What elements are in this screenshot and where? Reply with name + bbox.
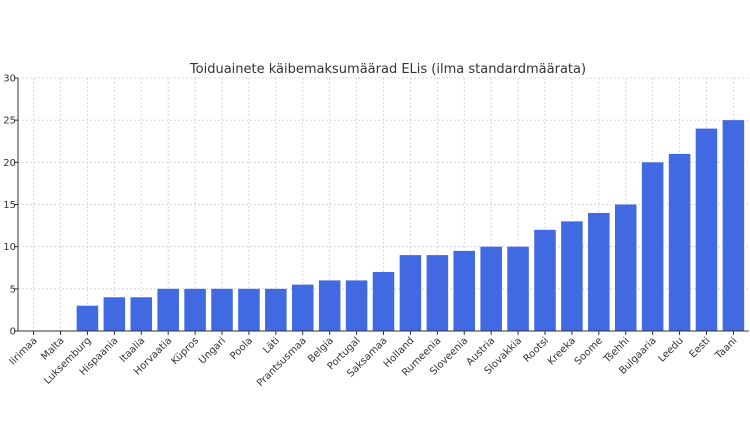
y-tick-label: 25 [3, 116, 16, 127]
grid-lines [18, 77, 749, 332]
bar-portugal [345, 280, 368, 331]
bar-slovakkia [507, 246, 529, 331]
bar-küpros [184, 288, 206, 331]
x-tick-label: Poola [228, 335, 255, 362]
chart-title: Toiduainete käibemaksumäärad ELis (ilma … [189, 62, 586, 77]
x-tick-labels: Iirimaa MaltaLuksemburgHispaaniaItaaliaHo… [7, 331, 740, 389]
x-tick-label: Läti [261, 335, 282, 356]
bar-soome [588, 212, 610, 331]
x-tick-label: Eesti [688, 335, 713, 360]
bars [76, 120, 745, 332]
bar-bulgaaria [641, 162, 664, 331]
bar-leedu [668, 153, 691, 331]
y-tick-label: 15 [3, 200, 16, 211]
bar-itaalia [130, 297, 153, 331]
bar-taani [722, 120, 745, 332]
bar-rumeenia [426, 255, 449, 331]
y-tick-label: 5 [10, 284, 16, 295]
x-tick-label: Kreeka [546, 335, 578, 367]
x-tick-label: Küpros [169, 335, 201, 367]
bar-eesti [695, 128, 718, 331]
x-tick-label: Iirimaa [7, 335, 39, 367]
x-tick-label: Ungari [197, 335, 228, 366]
y-tick-label: 20 [3, 158, 16, 169]
bar-holland [399, 255, 422, 331]
bar-prantsusmaa [291, 284, 314, 331]
bar-kreeka [561, 221, 583, 331]
bar-läti [265, 288, 287, 331]
bar-poola [238, 288, 260, 331]
bar-luksemburg [76, 305, 99, 331]
bar-tšehhi [614, 204, 637, 331]
bar-austria [480, 246, 502, 331]
bar-horvaatia [157, 288, 179, 331]
bar-rootsi [534, 229, 556, 331]
bar-saksamaa [372, 271, 395, 331]
bar-belgia [318, 280, 341, 331]
x-tick-label: Taani [713, 335, 740, 362]
y-tick-label: 30 [3, 74, 16, 85]
x-tick-label: Soome [573, 335, 605, 367]
y-tick-label: 10 [3, 242, 16, 253]
bar-hispaania [103, 297, 126, 331]
x-tick-label: Prantsusmaa [255, 335, 309, 389]
y-tick-label: 0 [10, 327, 16, 338]
y-tick-labels: 0 5 10 15 20 25 30 [3, 74, 18, 338]
bar-ungari [211, 288, 233, 331]
bar-sloveenia [453, 250, 476, 331]
x-tick-label: Leedu [656, 335, 685, 364]
